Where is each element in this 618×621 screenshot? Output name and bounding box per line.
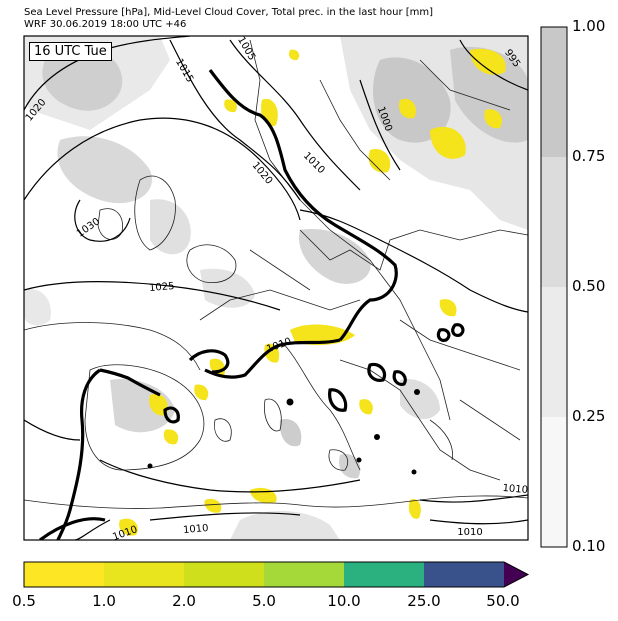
cloud-colorbar-tick: 0.75 (572, 147, 606, 165)
precip-colorbar-tick: 0.5 (12, 592, 36, 610)
cloud-colorbar-tick: 0.25 (572, 407, 606, 425)
cloud-colorbar-tick: 0.50 (572, 277, 606, 295)
cloud-colorbar-tick: 1.00 (572, 17, 606, 35)
isobar-label: 1010 (183, 523, 209, 536)
map-title-line1: Sea Level Pressure [hPa], Mid-Level Clou… (24, 7, 434, 18)
isobars (24, 36, 528, 540)
time-label: 16 UTC Tue (29, 42, 112, 61)
thick-contours (39, 69, 465, 540)
precip-colorbar-tick: 5.0 (252, 592, 276, 610)
coastlines (24, 39, 528, 509)
map-frame (23, 35, 529, 541)
precip-colorbar-tick: 25.0 (407, 592, 441, 610)
map-area: 1015 1005 995 1020 1000 1010 1020 1030 1… (24, 36, 528, 540)
precip-colorbar-tick: 2.0 (172, 592, 196, 610)
cloud-colorbar (540, 26, 568, 548)
precip-colorbar-tick: 1.0 (92, 592, 116, 610)
precip-colorbar-tick: 10.0 (327, 592, 361, 610)
isobar-label: 1010 (457, 527, 482, 538)
map-title-line2: WRF 30.06.2019 18:00 UTC +46 (24, 19, 187, 30)
cloud-colorbar-tick: 0.10 (572, 537, 606, 555)
isobar-label: 1010 (502, 483, 528, 496)
precip-colorbar (23, 561, 530, 588)
small-cells (147, 389, 420, 475)
isobar-label: 1025 (149, 281, 175, 294)
precip-colorbar-tick: 50.0 (486, 592, 520, 610)
precipitation-layer (119, 48, 506, 536)
